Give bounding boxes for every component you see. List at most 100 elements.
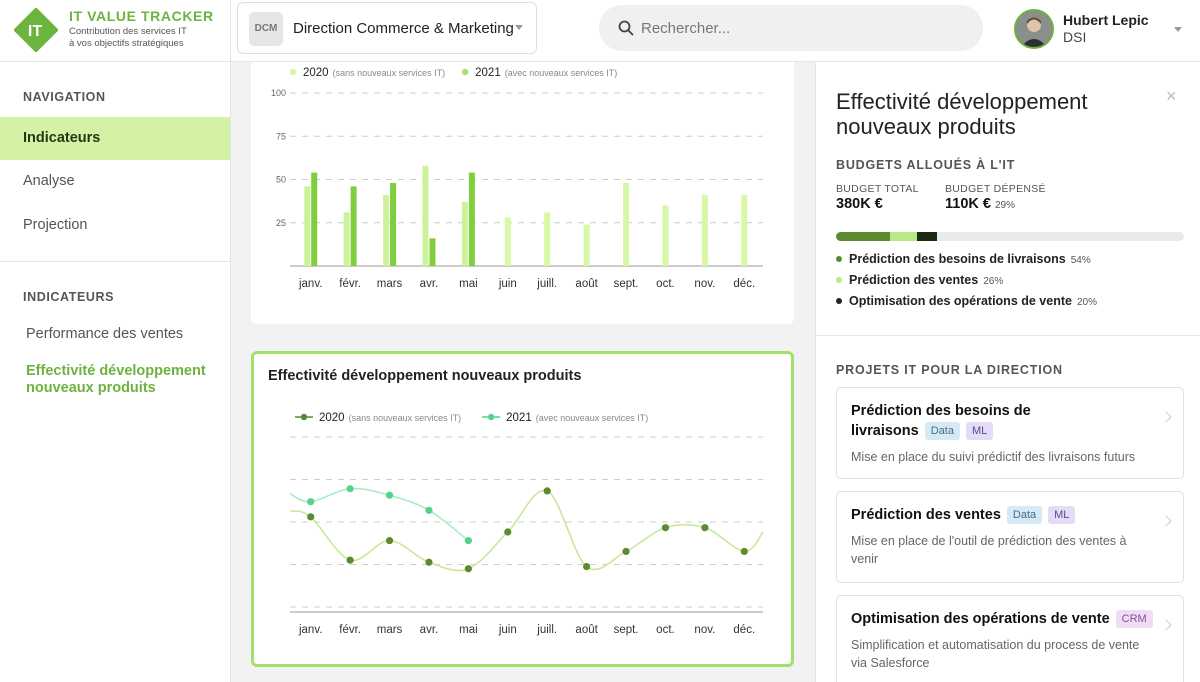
point-2020	[661, 524, 670, 532]
tag-crm: CRM	[1115, 610, 1153, 628]
budget-spent-pct: 29%	[994, 200, 1015, 211]
progress-segment	[890, 232, 917, 241]
x-tick-label: oct.	[656, 624, 675, 636]
project-card[interactable]: Prédiction des besoins de livraisons Data…	[836, 387, 1184, 479]
search-input[interactable]	[641, 16, 961, 40]
chevron-down-icon	[1174, 27, 1182, 32]
point-2021	[346, 485, 354, 493]
x-tick-label: juin	[498, 278, 517, 290]
legend-label: Prédiction des ventes	[849, 273, 979, 287]
x-tick-label: nov.	[694, 278, 715, 290]
bar-2020	[461, 201, 468, 266]
point-2020	[307, 513, 315, 521]
x-tick-label: juin	[498, 624, 517, 636]
sidebar-item-analyse[interactable]: Analyse	[23, 173, 75, 189]
indicators-section-title: INDICATEURS	[23, 290, 115, 304]
bar-2021	[583, 224, 590, 266]
y-tick-label: 75	[276, 131, 286, 141]
project-title-text: livraisons	[851, 423, 919, 439]
line-chart-title: Effectivité développement nouveaux produ…	[268, 368, 582, 384]
legend-dot	[300, 413, 308, 421]
tag-ml: ML	[1048, 506, 1076, 524]
app-subtitle-line1: Contribution des services IT	[69, 26, 187, 37]
tag-data: Data	[1006, 506, 1043, 524]
project-title-text: Optimisation des opérations de vente	[851, 611, 1110, 627]
sidebar-divider	[0, 261, 230, 262]
legend-note: (avec nouveaux services IT)	[505, 68, 618, 78]
direction-select[interactable]: DCM Direction Commerce & Marketing	[237, 2, 537, 54]
point-2020	[583, 562, 591, 571]
chevron-right-icon	[1160, 619, 1172, 631]
bar-2021	[468, 172, 475, 266]
point-2020	[622, 547, 630, 556]
panel-divider	[816, 335, 1200, 336]
x-tick-label: nov.	[694, 624, 715, 636]
svg-text:IT: IT	[28, 23, 42, 40]
bar-2020	[383, 195, 390, 266]
app-subtitle-line2: à vos objectifs stratégiques	[69, 38, 184, 49]
x-tick-label: mars	[377, 278, 403, 290]
line-chart-card[interactable]: Effectivité développement nouveaux produ…	[251, 351, 794, 667]
legend-dot-icon	[836, 298, 842, 304]
legend-dot	[289, 68, 297, 76]
close-icon[interactable]: ×	[1166, 86, 1177, 106]
bar-2021	[429, 238, 436, 266]
project-title: Optimisation des opérations de vente CRM	[851, 609, 1153, 629]
panel-title: Effectivité développement nouveaux produ…	[836, 89, 1088, 139]
bar-2020	[422, 165, 429, 266]
sidebar-item-indicateurs[interactable]: Indicateurs	[0, 117, 230, 160]
user-photo-icon	[1016, 11, 1052, 47]
x-tick-label: avr.	[420, 624, 439, 636]
sidebar-item-projection[interactable]: Projection	[23, 217, 88, 233]
x-tick-label: janv.	[298, 624, 322, 636]
tag-data: Data	[924, 422, 960, 440]
project-title-line: livraisons Data ML	[851, 421, 1031, 441]
progress-segment	[836, 232, 891, 241]
point-2020	[425, 558, 433, 566]
project-description: Simplification et automatisation du proc…	[851, 638, 1140, 670]
budget-spent-value: 110K €	[945, 196, 991, 212]
legend-dot	[461, 68, 469, 76]
project-card[interactable]: Optimisation des opérations de vente CRM …	[836, 595, 1184, 682]
bar-2021	[390, 182, 397, 266]
x-tick-label: juill.	[536, 278, 557, 290]
legend-dot-icon	[836, 277, 842, 283]
line-chart: 2020 (sans nouveaux services IT) 2021 (avec…	[289, 412, 764, 636]
app-title: IT VALUE TRACKER	[69, 8, 214, 24]
user-name: Hubert Lepic	[1063, 12, 1149, 28]
point-2021	[307, 498, 315, 506]
legend-note: (sans nouveaux services IT)	[333, 68, 446, 78]
x-tick-label: juill.	[536, 624, 557, 636]
budget-legend-item: Prédiction des ventes 26%	[836, 273, 1003, 287]
project-title: Prédiction des besoins de livraisons Data…	[851, 401, 1031, 441]
point-2020	[701, 524, 709, 532]
point-2021	[464, 537, 472, 545]
avatar	[1014, 9, 1054, 49]
legend-note: (avec nouveaux services IT)	[536, 413, 649, 423]
x-tick-label: déc.	[733, 624, 755, 636]
indicator-effectivite-produits[interactable]: Effectivité développement nouveaux produ…	[26, 363, 206, 396]
chevron-right-icon	[1160, 411, 1172, 423]
point-2021	[385, 491, 394, 499]
search-icon	[618, 20, 634, 36]
tag-ml: ML	[965, 422, 994, 440]
bar-2021	[350, 186, 357, 266]
point-2020	[385, 537, 394, 545]
x-tick-label: déc.	[733, 278, 755, 290]
y-tick-label: 100	[271, 88, 286, 98]
x-tick-label: mai	[459, 624, 478, 636]
direction-label: Direction Commerce & Marketing	[293, 20, 514, 37]
budget-section-title: BUDGETS ALLOUÉS À L'IT	[836, 158, 1016, 172]
budget-spent: 110K €29%	[945, 196, 1015, 212]
legend-note: (sans nouveaux services IT)	[349, 413, 462, 423]
user-menu[interactable]: Hubert Lepic DSI	[1012, 0, 1200, 62]
point-2020	[740, 547, 748, 556]
budget-legend-item: Optimisation des opérations de vente 20%	[836, 294, 1097, 308]
x-tick-label: mai	[459, 278, 478, 290]
x-tick-label: janv.	[298, 278, 322, 290]
indicator-performance-ventes[interactable]: Performance des ventes	[26, 326, 184, 342]
x-tick-label: août	[575, 624, 598, 636]
legend-dot-icon	[836, 256, 842, 262]
project-card[interactable]: Prédiction des ventes Data ML Mise en plac…	[836, 491, 1184, 583]
chevron-right-icon	[1160, 515, 1172, 527]
